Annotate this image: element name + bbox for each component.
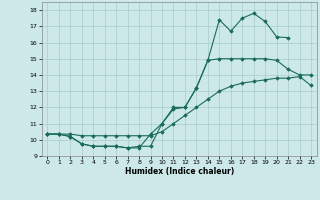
X-axis label: Humidex (Indice chaleur): Humidex (Indice chaleur) xyxy=(124,167,234,176)
